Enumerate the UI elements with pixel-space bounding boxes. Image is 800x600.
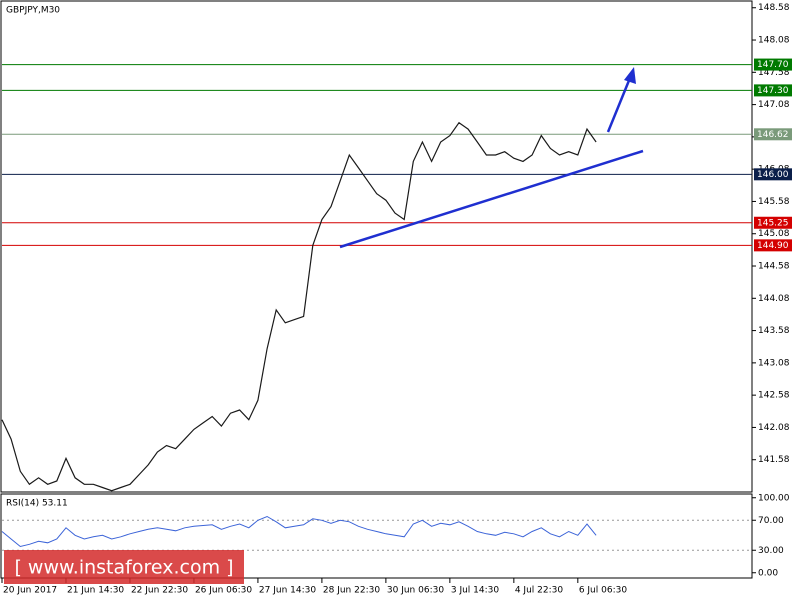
y-tick-label: 148.58 (758, 3, 790, 13)
arrow-head (624, 67, 636, 84)
y-tick-label: 147.58 (758, 68, 790, 78)
y-tick-label: 144.08 (758, 294, 790, 304)
x-tick-label: 22 Jun 22:30 (131, 586, 188, 596)
level-box (754, 84, 792, 97)
level-label: 145.25 (757, 218, 789, 228)
x-tick-label: 21 Jun 14:30 (67, 586, 124, 596)
trend-line (339, 149, 644, 249)
x-tick-label: 3 Jul 14:30 (451, 586, 500, 596)
level-label: 146.00 (757, 170, 789, 180)
price-frame (0, 0, 753, 493)
level-label: 144.90 (757, 241, 789, 251)
rsi-line (1, 515, 597, 548)
y-tick-label: 100.00 (758, 493, 790, 503)
level-box (754, 128, 792, 141)
y-tick-label: 147.08 (758, 100, 790, 110)
y-tick-label: 0.00 (758, 568, 778, 578)
y-tick-label: 142.58 (758, 391, 790, 401)
level-box (754, 168, 792, 181)
level-box (754, 239, 792, 252)
level-label: 147.70 (757, 60, 789, 70)
x-tick-label: 6 Jul 06:30 (579, 586, 628, 596)
rsi-frame (0, 493, 753, 579)
x-tick-label: 28 Jun 22:30 (323, 586, 380, 596)
x-tick-label: 26 Jun 06:30 (195, 586, 252, 596)
plot-layer: 148.58148.08147.58147.08146.58146.08145.… (1, 3, 792, 596)
level-label: 147.30 (757, 86, 789, 96)
chart-title: GBPJPY,M30 (6, 6, 60, 16)
y-tick-label: 148.08 (758, 36, 790, 46)
x-tick-label: 30 Jun 06:30 (387, 586, 444, 596)
x-tick-label: 27 Jun 14:30 (259, 586, 316, 596)
forecast-arrow (606, 77, 632, 133)
price-line (1, 121, 597, 492)
y-tick-label: 141.58 (758, 455, 790, 465)
y-tick-label: 70.00 (758, 516, 784, 526)
watermark: [ www.instaforex.com ] (14, 557, 233, 579)
y-tick-label: 145.08 (758, 229, 790, 239)
y-tick-label: 143.08 (758, 358, 790, 368)
level-box (754, 58, 792, 71)
y-tick-label: 144.58 (758, 262, 790, 272)
x-tick-label: 4 Jul 22:30 (515, 586, 564, 596)
y-tick-label: 30.00 (758, 546, 784, 556)
x-tick-label: 20 Jun 2017 (3, 586, 57, 596)
watermark-box (4, 550, 244, 584)
y-tick-label: 143.58 (758, 326, 790, 336)
rsi-title: RSI(14) 53.11 (6, 499, 68, 509)
y-tick-label: 145.58 (758, 197, 790, 207)
level-label: 146.62 (757, 130, 789, 140)
y-tick-label: 142.08 (758, 423, 790, 433)
level-box (754, 216, 792, 229)
